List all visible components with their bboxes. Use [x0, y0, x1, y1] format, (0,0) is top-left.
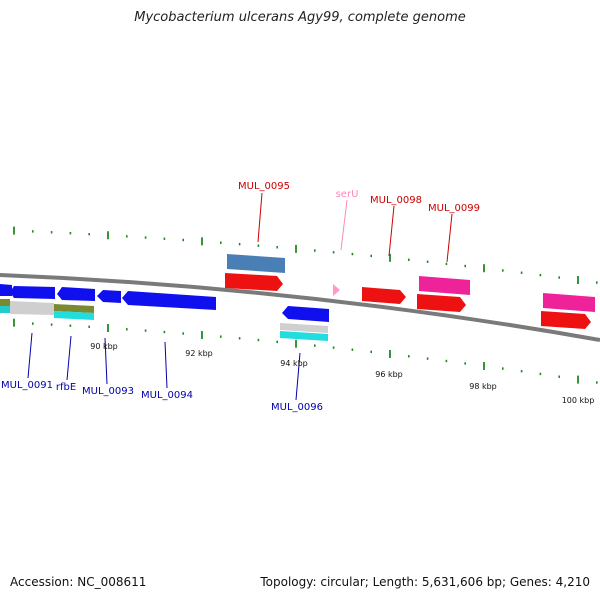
scale-label-90kbp: 90 kbp: [90, 342, 118, 351]
scale-label-98kbp: 98 kbp: [469, 382, 497, 391]
scale-label-92kbp: 92 kbp: [185, 349, 213, 358]
gene-feature[interactable]: [282, 306, 329, 322]
gene-feature[interactable]: [10, 286, 55, 299]
label-MUL_0091: MUL_0091: [1, 380, 53, 391]
genome-summary-text: Topology: circular; Length: 5,631,606 bp…: [260, 575, 590, 589]
label-leaders: [27, 192, 453, 401]
scale-label-96kbp: 96 kbp: [375, 370, 403, 379]
gene-feature[interactable]: [417, 294, 466, 312]
scale-label-94kbp: 94 kbp: [280, 359, 308, 368]
reverse-strand-features: [0, 284, 329, 322]
lower-annotation-tracks: [0, 299, 328, 341]
accession-text: Accession: NC_008611: [10, 575, 147, 589]
label-MUL_0094: MUL_0094: [141, 390, 193, 401]
gene-feature[interactable]: [57, 287, 95, 301]
pink-feature[interactable]: [419, 276, 470, 295]
steelblue-feature[interactable]: [227, 254, 285, 273]
track-feature: [280, 331, 328, 341]
gene-feature[interactable]: [122, 291, 216, 310]
inner-tick-ring: [13, 318, 598, 384]
trna-serU[interactable]: [333, 284, 340, 296]
track-feature: [0, 306, 10, 313]
label-MUL_0099: MUL_0099: [428, 203, 480, 214]
label-serU: serU: [336, 189, 359, 200]
label-MUL_0095: MUL_0095: [238, 181, 290, 192]
track-feature: [0, 299, 10, 306]
gene-feature[interactable]: [0, 284, 12, 296]
track-feature: [10, 301, 54, 315]
genome-backbone: [0, 273, 600, 342]
scale-label-100kbp: 100 kbp: [562, 396, 595, 405]
gene-feature[interactable]: [541, 311, 591, 329]
outer-tick-ring: [13, 226, 598, 285]
label-MUL_0096: MUL_0096: [271, 402, 323, 413]
gene-feature[interactable]: [362, 287, 406, 304]
gene-feature[interactable]: [97, 290, 121, 303]
track-feature: [54, 304, 94, 313]
label-rfbE: rfbE: [56, 382, 76, 393]
pink-feature[interactable]: [543, 293, 595, 312]
map-title: Mycobacterium ulcerans Agy99, complete g…: [134, 10, 466, 25]
forward-strand-features: [225, 254, 595, 329]
track-feature: [280, 323, 328, 333]
track-feature: [54, 311, 94, 320]
gene-feature[interactable]: [225, 273, 283, 291]
label-MUL_0098: MUL_0098: [370, 195, 422, 206]
label-MUL_0093: MUL_0093: [82, 386, 134, 397]
